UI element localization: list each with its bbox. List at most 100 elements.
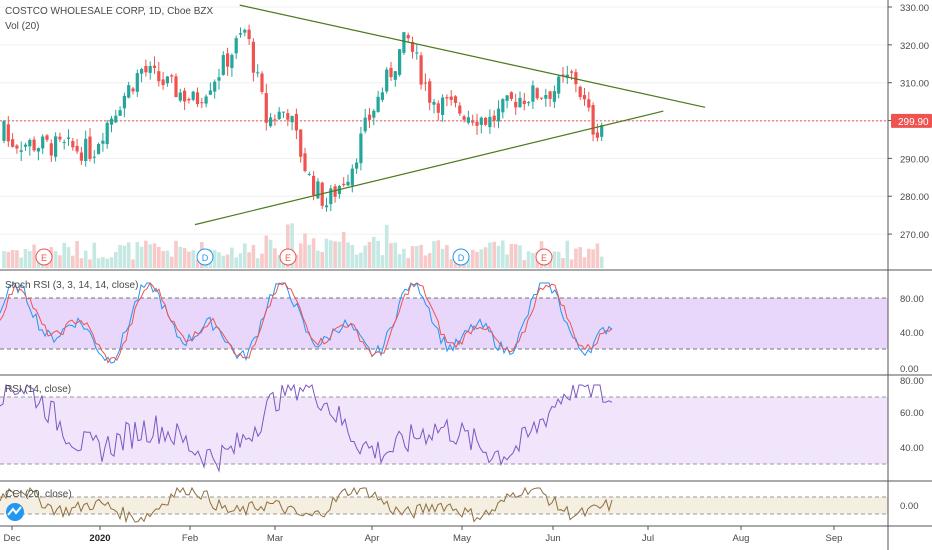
volume-bar xyxy=(578,247,582,268)
volume-bar xyxy=(79,258,84,268)
volume-bars xyxy=(2,223,604,268)
volume-bar xyxy=(483,247,488,268)
candle-body xyxy=(389,67,393,78)
event-marker[interactable]: D xyxy=(452,248,470,266)
event-marker[interactable]: E xyxy=(35,248,53,266)
logo-mark-icon xyxy=(7,506,22,516)
volume-bar xyxy=(329,240,333,268)
volume-bar xyxy=(569,259,574,268)
candle-body xyxy=(299,129,303,157)
trendlines[interactable] xyxy=(194,4,706,226)
candle-body xyxy=(256,72,260,74)
volume-bar xyxy=(101,257,105,268)
candle-body xyxy=(200,102,204,104)
candle-body xyxy=(183,90,187,102)
cci-tick-0: 0.00 xyxy=(900,501,919,512)
candle-body xyxy=(152,65,157,68)
volume-bar xyxy=(178,246,183,268)
candlesticks[interactable] xyxy=(2,24,604,212)
candle-body xyxy=(501,99,505,113)
candle-body xyxy=(527,102,531,104)
event-label: D xyxy=(458,253,465,263)
event-marker[interactable]: D xyxy=(196,248,214,266)
volume-bar xyxy=(135,241,140,268)
volume-bar xyxy=(114,251,118,268)
candle-body xyxy=(316,181,320,199)
tradingview-logo[interactable] xyxy=(6,503,24,521)
candle-body xyxy=(230,54,234,69)
volume-bar xyxy=(251,244,256,268)
volume-bar xyxy=(298,243,303,268)
candle-body xyxy=(544,95,548,99)
candle-body xyxy=(436,103,440,113)
candle-body xyxy=(217,77,221,81)
volume-bar xyxy=(574,248,578,268)
candle-body xyxy=(565,74,569,78)
candle-body xyxy=(213,81,217,92)
candle-body xyxy=(174,76,178,98)
volume-bar xyxy=(449,259,453,268)
volume-bar xyxy=(599,256,604,268)
candle-body xyxy=(226,53,230,67)
candle-body xyxy=(191,91,195,100)
candle-body xyxy=(127,85,131,98)
candle-body xyxy=(342,183,346,186)
volume-bar xyxy=(19,257,23,268)
stoch-tick-0: 0.00 xyxy=(900,364,919,375)
event-marker[interactable]: E xyxy=(535,248,553,266)
candle-body xyxy=(122,95,126,109)
volume-bar xyxy=(492,241,496,268)
candle-body xyxy=(406,35,410,39)
volume-bar xyxy=(286,224,290,268)
candle-body xyxy=(58,136,62,140)
trendline-lower xyxy=(194,110,664,226)
stoch-d-line xyxy=(0,282,613,364)
event-label: E xyxy=(541,253,547,263)
time-axis-label: Jun xyxy=(545,533,560,544)
candle-body xyxy=(109,118,114,125)
volume-bar xyxy=(359,252,363,268)
price-tick-label: 330.00 xyxy=(900,3,929,14)
candle-body xyxy=(574,72,578,85)
candle-body xyxy=(380,92,384,100)
volume-bar xyxy=(324,238,329,268)
candle-body xyxy=(492,115,496,121)
volume-bar xyxy=(23,248,28,268)
candle-body xyxy=(333,186,337,197)
price-tick-label: 290.00 xyxy=(900,154,929,165)
candle-body xyxy=(479,117,483,125)
candle-body xyxy=(449,96,453,100)
candle-body xyxy=(514,101,518,108)
candle-body xyxy=(118,110,122,116)
volume-bar xyxy=(415,245,419,268)
last-price-label: 299.90 xyxy=(898,117,929,128)
volume-bar xyxy=(92,242,97,268)
volume-bar xyxy=(561,258,565,268)
volume-bar xyxy=(316,250,320,268)
volume-bar xyxy=(139,246,144,268)
volume-bar xyxy=(122,245,127,268)
event-marker[interactable]: E xyxy=(279,248,297,266)
volume-bar xyxy=(290,223,294,268)
time-axis[interactable]: Dec 2020 Feb Mar Apr May Jun Jul Aug Sep xyxy=(4,526,843,544)
volume-bar xyxy=(2,251,6,268)
candle-body xyxy=(600,125,604,137)
candle-body xyxy=(243,29,247,33)
volume-bar xyxy=(419,244,423,268)
volume-bar xyxy=(247,252,251,268)
candle-body xyxy=(376,96,380,112)
volume-bar xyxy=(372,236,376,268)
time-axis-label: 2020 xyxy=(89,533,110,544)
volume-bar xyxy=(432,241,436,268)
volume-bar xyxy=(303,233,307,268)
volume-bar xyxy=(187,251,191,268)
price-tick-label: 310.00 xyxy=(900,79,929,90)
volume-bar xyxy=(436,240,441,268)
volume-bar xyxy=(384,224,389,268)
volume-bar xyxy=(174,240,178,268)
volume-bar xyxy=(582,257,587,268)
candle-body xyxy=(346,181,350,186)
volume-bar xyxy=(66,247,71,268)
